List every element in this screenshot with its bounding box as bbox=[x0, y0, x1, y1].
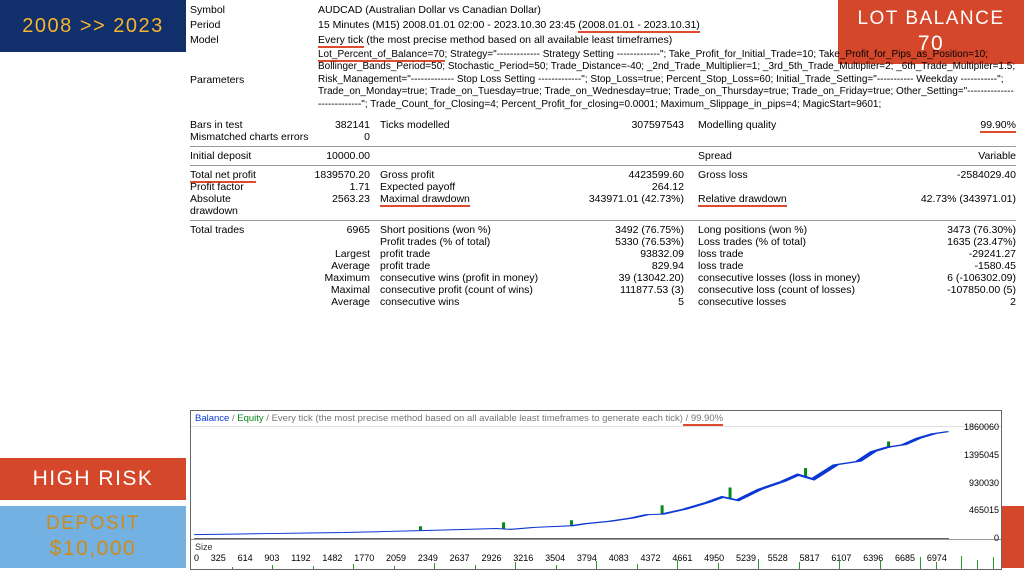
lt-value: 1635 (23.47%) bbox=[896, 236, 1016, 248]
largest-loss-value: -29241.27 bbox=[896, 248, 1016, 260]
tt-value: 6965 bbox=[260, 224, 380, 236]
acl-value: 2 bbox=[896, 296, 1016, 308]
acw-label: consecutive wins bbox=[380, 296, 578, 308]
ad-value: 2563.23 bbox=[260, 193, 380, 217]
mcl-value: 6 (-106302.09) bbox=[896, 272, 1016, 284]
lp-value: 3473 (76.30%) bbox=[896, 224, 1016, 236]
pf-value: 1.71 bbox=[260, 181, 380, 193]
gp-value: 4423599.60 bbox=[578, 169, 698, 181]
strategy-report: SymbolAUDCAD (Australian Dollar vs Canad… bbox=[190, 2, 1016, 308]
chart-size-row: Size bbox=[191, 539, 1001, 553]
lt-label: Loss trades (% of total) bbox=[698, 236, 896, 248]
chart-header: Balance / Equity / Every tick (the most … bbox=[191, 411, 1001, 427]
parameters-label: Parameters bbox=[190, 74, 318, 86]
average-label: Average bbox=[260, 260, 380, 272]
ad-label: Absolute drawdown bbox=[190, 193, 260, 217]
tt-label: Total trades bbox=[190, 224, 260, 236]
gp-label: Gross profit bbox=[380, 169, 578, 181]
mcl2-label: consecutive loss (count of losses) bbox=[698, 284, 896, 296]
risk-badge: HIGH RISK bbox=[0, 458, 186, 500]
ticks-label: Ticks modelled bbox=[380, 119, 578, 131]
mcp-value: 111877.53 (3) bbox=[578, 284, 698, 296]
spread-value: Variable bbox=[896, 150, 1016, 162]
mq-value: 99.90% bbox=[896, 119, 1016, 131]
pt-label: Profit trades (% of total) bbox=[380, 236, 578, 248]
avg-profit-value: 829.94 bbox=[578, 260, 698, 272]
lp-label: Long positions (won %) bbox=[698, 224, 896, 236]
mcp-label: consecutive profit (count of wins) bbox=[380, 284, 578, 296]
deposit-title: DEPOSIT bbox=[46, 514, 140, 535]
period-value: 15 Minutes (M15) 2008.01.01 02:00 - 2023… bbox=[318, 19, 700, 31]
chart-balance-label: Balance bbox=[195, 413, 229, 424]
acl-label: consecutive losses bbox=[698, 296, 896, 308]
maximum-label: Maximum bbox=[260, 272, 380, 284]
mq-label: Modelling quality bbox=[698, 119, 896, 131]
period-label: Period bbox=[190, 19, 318, 31]
mcw-value: 39 (13042.20) bbox=[578, 272, 698, 284]
gl-value: -2584029.40 bbox=[896, 169, 1016, 181]
bars-value: 382141 bbox=[260, 119, 380, 131]
deposit-value: $10,000 bbox=[50, 537, 136, 560]
pt-value: 5330 (76.53%) bbox=[578, 236, 698, 248]
ep-label: Expected payoff bbox=[380, 181, 578, 193]
largest-profit-value: 93832.09 bbox=[578, 248, 698, 260]
chart-plot: 186006013950459300304650150 bbox=[194, 427, 949, 539]
mm-label: Mismatched charts errors bbox=[190, 131, 310, 143]
largest-label: Largest bbox=[260, 248, 380, 260]
spread-label: Spread bbox=[698, 150, 896, 162]
md-value: 343971.01 (42.73%) bbox=[578, 193, 698, 217]
maximal-label: Maximal bbox=[260, 284, 380, 296]
acw-value: 5 bbox=[578, 296, 698, 308]
mcl-label: consecutive losses (loss in money) bbox=[698, 272, 896, 284]
avg-cons-label: Average bbox=[260, 296, 380, 308]
mcw-label: consecutive wins (profit in money) bbox=[380, 272, 578, 284]
model-label: Model bbox=[190, 34, 318, 46]
ep-value: 264.12 bbox=[578, 181, 698, 193]
years-badge: 2008 >> 2023 bbox=[0, 0, 186, 52]
mm-value: 0 bbox=[310, 131, 380, 143]
init-value: 10000.00 bbox=[280, 150, 380, 162]
chart-equity-label: Equity bbox=[237, 413, 263, 424]
sp-value: 3492 (76.75%) bbox=[578, 224, 698, 236]
ticks-value: 307597543 bbox=[578, 119, 698, 131]
largest-profit-label: profit trade bbox=[380, 248, 578, 260]
pf-label: Profit factor bbox=[190, 181, 260, 193]
symbol-value: AUDCAD (Australian Dollar vs Canadian Do… bbox=[318, 4, 541, 16]
rd-value: 42.73% (343971.01) bbox=[896, 193, 1016, 217]
symbol-label: Symbol bbox=[190, 4, 318, 16]
sp-label: Short positions (won %) bbox=[380, 224, 578, 236]
largest-loss-label: loss trade bbox=[698, 248, 896, 260]
bars-label: Bars in test bbox=[190, 119, 260, 131]
model-value: Every tick (the most precise method base… bbox=[318, 34, 672, 46]
gl-label: Gross loss bbox=[698, 169, 896, 181]
deposit-badge: DEPOSIT $10,000 bbox=[0, 506, 186, 568]
parameters-value: Lot_Percent_of_Balance=70; Strategy="---… bbox=[318, 49, 1016, 112]
equity-chart: Balance / Equity / Every tick (the most … bbox=[190, 410, 1002, 570]
md-label: Maximal drawdown bbox=[380, 193, 578, 217]
avg-loss-value: -1580.45 bbox=[896, 260, 1016, 272]
mcl2-value: -107850.00 (5) bbox=[896, 284, 1016, 296]
rd-label: Relative drawdown bbox=[698, 193, 896, 217]
init-label: Initial deposit bbox=[190, 150, 280, 162]
tnp-value: 1839570.20 bbox=[260, 169, 380, 181]
tnp-label: Total net profit bbox=[190, 169, 260, 181]
